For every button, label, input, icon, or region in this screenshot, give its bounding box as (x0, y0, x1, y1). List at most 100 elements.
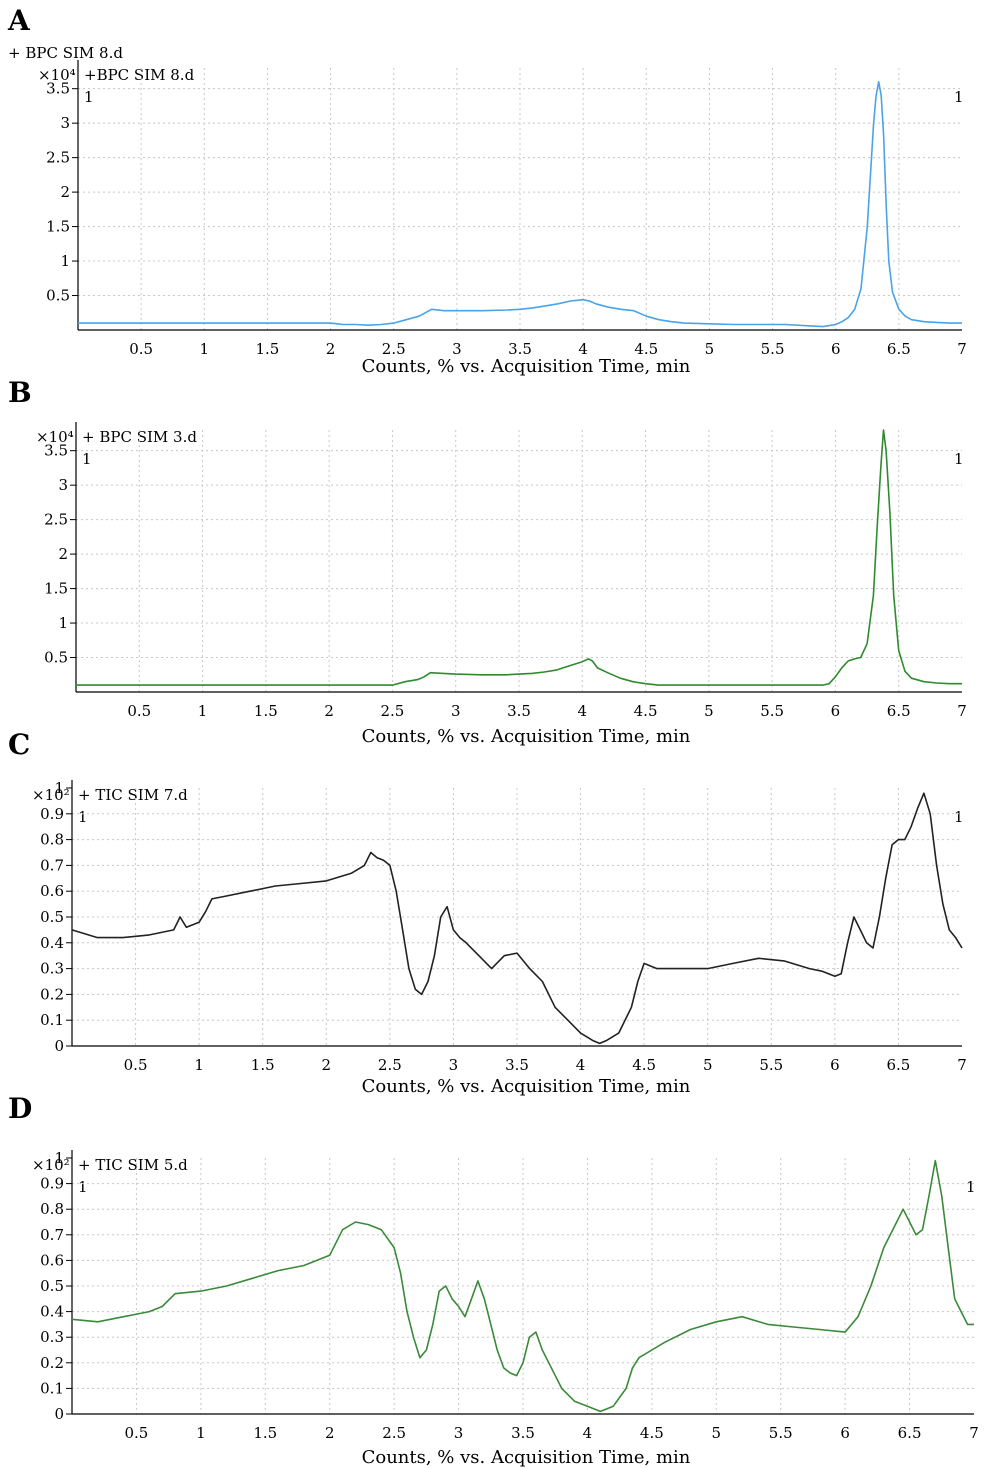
y-tick-label-A-3: 2 (60, 183, 70, 201)
yscale-label-C: ×10² (32, 786, 70, 804)
peak-marker-left-A: 1 (84, 88, 94, 106)
x-axis-label-C: Counts, % vs. Acquisition Time, min (362, 1076, 691, 1097)
x-tick-label-C-5: 3 (449, 1056, 459, 1074)
x-tick-label-B-8: 4.5 (634, 702, 658, 720)
x-tick-label-D-10: 5.5 (769, 1424, 793, 1442)
x-axis-label-D: Counts, % vs. Acquisition Time, min (362, 1447, 691, 1468)
x-tick-label-C-12: 6.5 (886, 1056, 910, 1074)
y-tick-label-B-4: 2.5 (44, 511, 68, 529)
y-tick-label-D-10: 1 (54, 1149, 64, 1167)
x-tick-label-A-9: 5 (705, 340, 715, 358)
y-tick-label-B-3: 2 (58, 545, 68, 563)
y-tick-label-A-4: 2.5 (46, 149, 70, 167)
x-tick-label-B-5: 3 (451, 702, 461, 720)
panel-B: B×10⁴ + BPC SIM 3.d1 10.5 1 1.5 2 2.5 3 3.5 4 4.5 5… (8, 376, 967, 747)
y-tick-label-C-10: 1 (54, 779, 64, 797)
x-tick-label-B-6: 3.5 (507, 702, 531, 720)
legend-label-A: +BPC SIM 8.d (84, 66, 195, 84)
x-tick-label-A-11: 6 (831, 340, 841, 358)
x-axis-label-B: Counts, % vs. Acquisition Time, min (362, 726, 691, 747)
panel-D: D×10² + TIC SIM 5.d1 10.5 1 1.5 2 2.5 3 3.5 4 4.5 5… (8, 1092, 979, 1468)
y-tick-label-C-9: 0.9 (40, 805, 64, 823)
y-tick-label-A-5: 3 (60, 114, 70, 132)
yscale-label-B: ×10⁴ (36, 428, 74, 446)
series-line-A-0 (78, 81, 962, 328)
y-tick-label-D-9: 0.9 (40, 1175, 64, 1193)
peak-marker-right-D: 1 (966, 1178, 976, 1196)
x-tick-label-D-13: 7 (969, 1424, 979, 1442)
x-tick-label-A-5: 3 (452, 340, 462, 358)
y-tick-label-D-6: 0.6 (40, 1251, 64, 1269)
y-tick-label-C-7: 0.7 (40, 856, 64, 874)
y-tick-label-B-1: 1 (58, 614, 68, 632)
y-tick-label-B-5: 3 (58, 476, 68, 494)
x-tick-label-C-2: 1.5 (251, 1056, 275, 1074)
peak-marker-left-D: 1 (78, 1178, 88, 1196)
y-tick-label-D-2: 0.2 (40, 1354, 64, 1372)
y-tick-label-D-7: 0.7 (40, 1226, 64, 1244)
y-tick-label-B-2: 1.5 (44, 580, 68, 598)
series-line-B-0 (76, 429, 962, 686)
y-tick-label-C-6: 0.6 (40, 882, 64, 900)
x-tick-label-A-3: 2 (326, 340, 336, 358)
x-tick-label-B-11: 6 (831, 702, 841, 720)
series-line-C-0 (71, 792, 963, 1045)
x-tick-label-C-3: 2 (322, 1056, 332, 1074)
panel-letter-A: A (7, 4, 31, 37)
series-line-D-0 (71, 1159, 974, 1413)
peak-marker-left-B: 1 (82, 450, 92, 468)
x-tick-label-C-13: 7 (957, 1056, 967, 1074)
x-tick-label-B-10: 5.5 (760, 702, 784, 720)
x-tick-label-B-9: 5 (704, 702, 714, 720)
x-tick-label-D-11: 6 (840, 1424, 850, 1442)
x-tick-label-C-10: 5.5 (759, 1056, 783, 1074)
y-tick-label-D-5: 0.5 (40, 1277, 64, 1295)
y-tick-label-D-3: 0.3 (40, 1328, 64, 1346)
x-tick-label-D-3: 2 (325, 1424, 335, 1442)
x-tick-label-B-7: 4 (578, 702, 588, 720)
x-tick-label-D-1: 1 (196, 1424, 206, 1442)
y-tick-label-C-5: 0.5 (40, 908, 64, 926)
legend-label-D: + TIC SIM 5.d (78, 1156, 188, 1174)
yscale-label-D: ×10² (32, 1156, 70, 1174)
x-tick-label-A-6: 3.5 (508, 340, 532, 358)
x-tick-label-B-4: 2.5 (380, 702, 404, 720)
x-tick-label-C-6: 3.5 (505, 1056, 529, 1074)
x-tick-label-B-3: 2 (324, 702, 334, 720)
x-tick-label-D-2: 1.5 (253, 1424, 277, 1442)
y-tick-label-A-1: 1 (60, 252, 70, 270)
y-tick-label-C-8: 0.8 (40, 831, 64, 849)
y-tick-label-D-1: 0.1 (40, 1379, 64, 1397)
x-tick-label-D-5: 3 (454, 1424, 464, 1442)
peak-marker-left-C: 1 (78, 808, 88, 826)
y-tick-label-D-0: 0 (54, 1405, 64, 1423)
panel-A: A + BPC SIM 8.d ×10⁴ +BPC SIM 8.d 1 1 0.5 1 1.5 2… (7, 4, 967, 377)
x-tick-label-C-1: 1 (194, 1056, 204, 1074)
y-tick-label-C-2: 0.2 (40, 985, 64, 1003)
x-tick-label-A-13: 7 (957, 340, 967, 358)
y-tick-label-B-6: 3.5 (44, 442, 68, 460)
peak-marker-right-B: 1 (954, 450, 964, 468)
x-tick-label-A-7: 4 (578, 340, 588, 358)
panel-letter-B: B (8, 376, 32, 409)
panel-letter-C: C (8, 728, 30, 761)
y-tick-label-C-4: 0.4 (40, 934, 64, 952)
x-tick-label-C-7: 4 (576, 1056, 586, 1074)
peak-marker-right-C: 1 (954, 808, 964, 826)
y-tick-label-C-0: 0 (54, 1037, 64, 1055)
y-tick-label-C-3: 0.3 (40, 960, 64, 978)
x-tick-label-D-0: 0.5 (124, 1424, 148, 1442)
peak-marker-right-A: 1 (954, 88, 964, 106)
x-tick-label-C-8: 4.5 (632, 1056, 656, 1074)
x-tick-label-C-9: 5 (703, 1056, 713, 1074)
yscale-label-A: ×10⁴ (38, 66, 76, 84)
x-tick-label-B-12: 6.5 (887, 702, 911, 720)
y-tick-label-A-6: 3.5 (46, 80, 70, 98)
y-tick-label-B-0: 0.5 (44, 649, 68, 667)
legend-label-C: + TIC SIM 7.d (78, 786, 188, 804)
x-tick-label-A-10: 5.5 (761, 340, 785, 358)
x-tick-label-C-11: 6 (830, 1056, 840, 1074)
x-tick-label-D-9: 5 (712, 1424, 722, 1442)
x-tick-label-B-1: 1 (198, 702, 208, 720)
